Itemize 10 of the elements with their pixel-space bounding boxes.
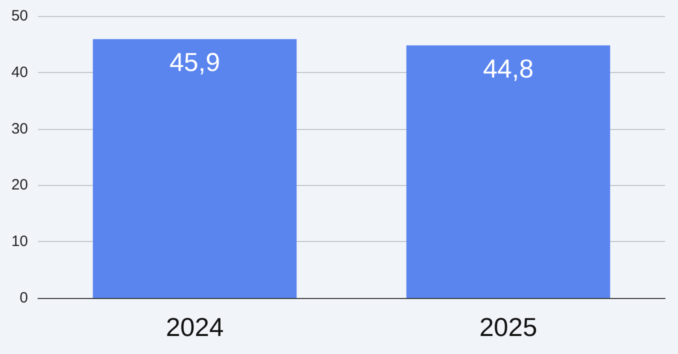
data-label: 44,8 [482, 53, 534, 84]
x-tick-label: 2025 [479, 312, 538, 342]
y-tick-label: 10 [11, 233, 28, 250]
y-tick-label: 30 [11, 120, 28, 138]
y-tick-label: 40 [11, 64, 28, 81]
x-tick-label: 2024 [166, 312, 224, 342]
data-label: 45,9 [169, 47, 220, 78]
y-tick-label: 20 [11, 176, 28, 194]
y-tick-label: 0 [20, 290, 28, 306]
y-tick-label: 50 [11, 8, 28, 24]
